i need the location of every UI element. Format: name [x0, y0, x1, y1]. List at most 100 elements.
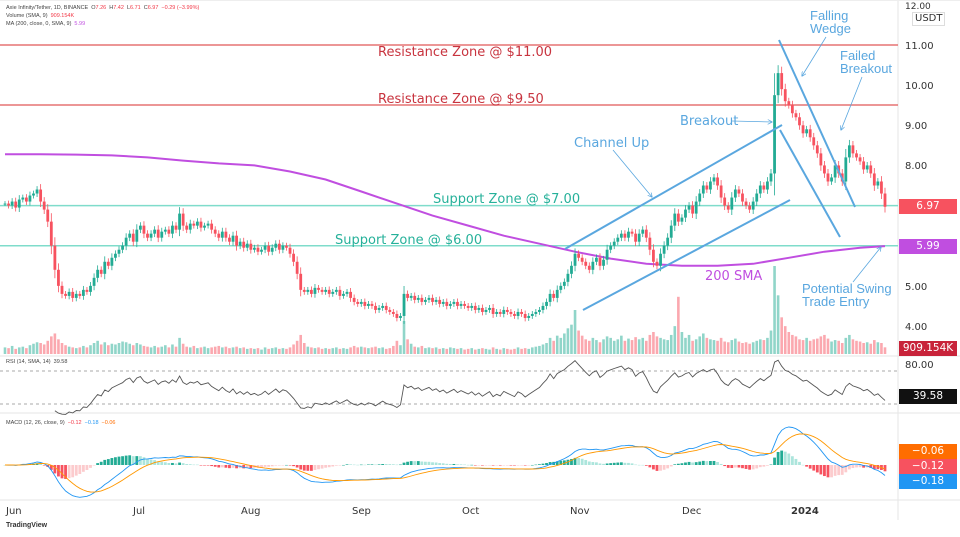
candle[interactable] [872, 168, 876, 191]
candle[interactable] [766, 177, 769, 194]
candle[interactable] [862, 156, 866, 174]
candle[interactable] [719, 180, 723, 203]
candle[interactable] [648, 232, 652, 256]
candle[interactable] [181, 208, 185, 232]
candle[interactable] [356, 299, 360, 307]
candle[interactable] [830, 174, 833, 185]
candle[interactable] [801, 120, 805, 138]
candle[interactable] [46, 204, 50, 228]
candle[interactable] [776, 65, 780, 104]
symbol-name[interactable]: Axie Infinity/Tether, 1D, BINANCE [6, 5, 89, 11]
candle[interactable] [220, 227, 224, 242]
candle[interactable] [815, 140, 819, 158]
candle[interactable] [263, 242, 267, 254]
candle[interactable] [185, 222, 189, 234]
candle[interactable] [96, 265, 100, 283]
candle[interactable] [513, 311, 516, 319]
candle[interactable] [623, 230, 627, 242]
candle[interactable] [865, 162, 869, 173]
candle[interactable] [477, 305, 481, 313]
candle[interactable] [110, 253, 114, 271]
candle[interactable] [591, 257, 595, 275]
candle[interactable] [794, 109, 798, 121]
candle[interactable] [659, 248, 662, 272]
candle[interactable] [89, 281, 92, 296]
candle[interactable] [619, 230, 623, 242]
candle[interactable] [495, 309, 499, 317]
tradingview-logo[interactable]: TradingView [6, 522, 48, 529]
candle[interactable] [869, 161, 873, 178]
candle[interactable] [676, 209, 680, 227]
candle[interactable] [167, 226, 171, 238]
candle[interactable] [609, 242, 613, 254]
candle[interactable] [138, 222, 142, 234]
candle[interactable] [566, 269, 570, 287]
candle[interactable] [726, 202, 730, 213]
candle[interactable] [698, 189, 702, 206]
candle[interactable] [14, 197, 18, 212]
candle[interactable] [121, 242, 124, 254]
candle[interactable] [57, 263, 60, 293]
ma-legend-label[interactable]: MA (200, close, 0, SMA, 9) [6, 21, 72, 27]
candle[interactable] [295, 256, 299, 280]
candle[interactable] [431, 294, 434, 306]
candle[interactable] [755, 189, 759, 206]
candle[interactable] [470, 303, 474, 311]
candle[interactable] [684, 205, 687, 223]
candle[interactable] [3, 201, 7, 206]
candle[interactable] [737, 186, 741, 197]
candle[interactable] [573, 248, 577, 272]
candle[interactable] [409, 292, 413, 301]
candle[interactable] [509, 309, 513, 317]
candle[interactable] [391, 309, 395, 317]
candle[interactable] [709, 177, 712, 194]
candle[interactable] [92, 273, 96, 291]
candle[interactable] [481, 304, 484, 316]
volume-legend-label[interactable]: Volume (SMA, 9) [6, 13, 48, 19]
candle[interactable] [798, 112, 801, 130]
candle[interactable] [858, 153, 862, 165]
candle[interactable] [117, 246, 121, 258]
candle[interactable] [416, 294, 420, 303]
candle[interactable] [534, 309, 538, 317]
candle[interactable] [377, 305, 381, 313]
candle[interactable] [666, 233, 670, 251]
candle[interactable] [691, 201, 695, 219]
candle[interactable] [459, 301, 463, 309]
candle[interactable] [210, 219, 214, 234]
candle[interactable] [644, 225, 648, 243]
candle[interactable] [85, 286, 89, 295]
candle[interactable] [267, 241, 271, 256]
candle[interactable] [705, 182, 709, 193]
candle[interactable] [758, 181, 762, 198]
candle[interactable] [252, 244, 256, 253]
candle[interactable] [217, 230, 221, 242]
candle[interactable] [538, 307, 541, 315]
candle[interactable] [438, 296, 442, 308]
candle[interactable] [238, 238, 242, 250]
candle[interactable] [580, 254, 584, 266]
candle[interactable] [195, 218, 199, 230]
candle[interactable] [160, 227, 164, 242]
candle[interactable] [687, 202, 691, 213]
candle[interactable] [374, 302, 377, 314]
candle[interactable] [313, 283, 317, 298]
candle[interactable] [292, 249, 295, 267]
candle[interactable] [260, 246, 263, 255]
falling-wedge-upper-line[interactable] [778, 39, 856, 208]
candle[interactable] [445, 298, 449, 310]
candle[interactable] [285, 242, 288, 251]
candle[interactable] [327, 286, 331, 298]
candle[interactable] [730, 192, 734, 216]
candle[interactable] [67, 288, 71, 300]
candle[interactable] [498, 309, 502, 317]
candle[interactable] [10, 198, 14, 209]
candle[interactable] [188, 219, 192, 234]
candle[interactable] [844, 148, 848, 190]
candle[interactable] [680, 214, 684, 226]
candle[interactable] [598, 253, 602, 271]
macd-line[interactable] [4, 426, 886, 498]
candle[interactable] [74, 290, 78, 302]
candle[interactable] [203, 222, 206, 231]
candle[interactable] [456, 298, 459, 310]
